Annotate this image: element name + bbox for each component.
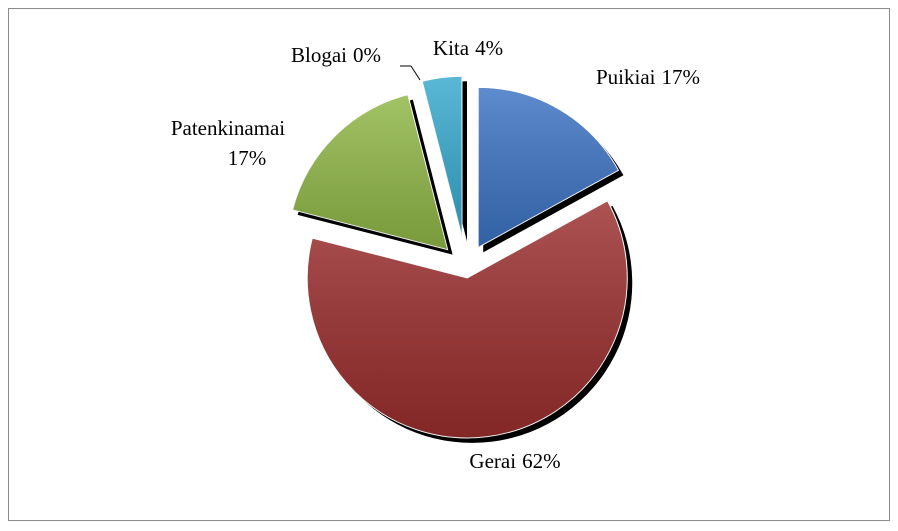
slice-shade: [422, 76, 462, 237]
data-label: Gerai 62%: [469, 449, 560, 473]
slice: [418, 83, 460, 240]
data-label: Blogai 0%: [291, 43, 381, 67]
data-label: Kita 4%: [433, 36, 503, 60]
slice-shade: [292, 94, 448, 250]
value-label: 17%: [228, 146, 267, 170]
leader-line: [410, 65, 421, 81]
slice-shade: [478, 87, 619, 248]
slice-shade: [307, 200, 628, 438]
category-label: Kita: [433, 36, 470, 60]
value-label: 0%: [353, 43, 381, 67]
category-label: Blogai: [291, 43, 347, 67]
category-label: Gerai: [469, 449, 516, 473]
category-label: Patenkinamai: [171, 116, 285, 140]
category-label: Puikiai: [596, 65, 656, 89]
data-label: Puikiai 17%: [596, 65, 700, 89]
slice-shade: [418, 83, 459, 239]
data-label: Patenkinamai 17%: [171, 116, 285, 170]
value-label: 17%: [662, 65, 701, 89]
value-label: 4%: [475, 36, 503, 60]
value-label: 62%: [522, 449, 561, 473]
